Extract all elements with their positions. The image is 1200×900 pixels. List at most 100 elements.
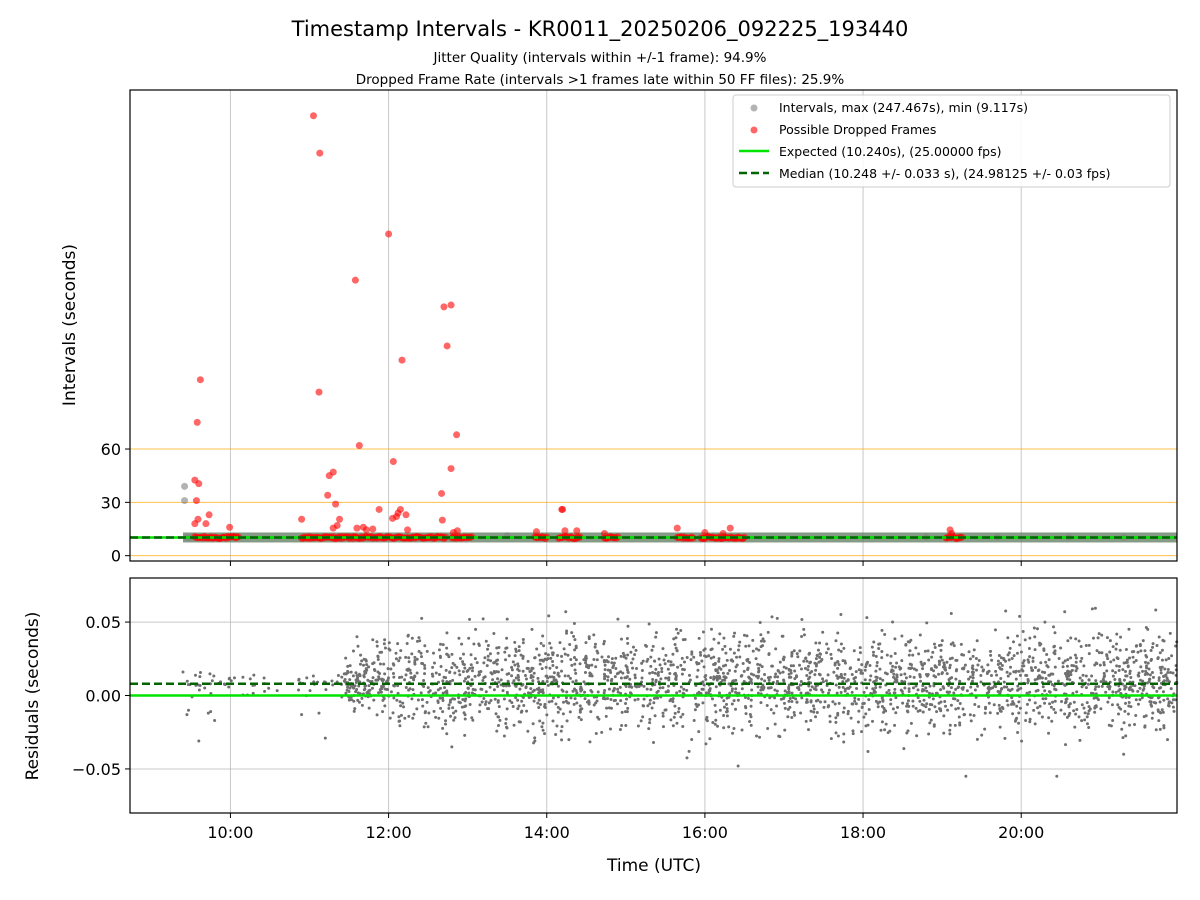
- residual-point: [906, 640, 910, 644]
- residual-point: [441, 691, 445, 695]
- residual-point: [884, 709, 888, 713]
- residual-point: [1000, 664, 1004, 668]
- residual-point: [441, 643, 445, 647]
- residual-point: [1045, 652, 1049, 656]
- residual-point: [516, 707, 520, 711]
- residual-point: [790, 715, 794, 719]
- residual-point: [904, 643, 908, 647]
- residual-point: [608, 727, 612, 731]
- residual-point: [690, 652, 694, 656]
- residual-point: [441, 710, 445, 714]
- residual-point: [548, 666, 552, 670]
- residual-point: [1063, 683, 1067, 687]
- top-ytick-label: 0: [111, 547, 121, 566]
- residual-point: [839, 649, 843, 653]
- residual-point: [1025, 702, 1029, 706]
- residual-point: [502, 697, 506, 701]
- residual-point: [770, 615, 774, 619]
- residual-point: [606, 675, 610, 679]
- dropped-frame-point: [355, 441, 363, 449]
- residual-point: [631, 657, 635, 661]
- residual-point: [1122, 678, 1126, 682]
- residual-point: [909, 721, 913, 725]
- residual-point: [650, 706, 654, 710]
- residual-point: [652, 741, 655, 744]
- residual-point: [1008, 646, 1012, 650]
- residual-point: [748, 661, 752, 665]
- residual-point: [681, 667, 685, 671]
- residual-point: [453, 716, 457, 720]
- residual-point: [360, 703, 364, 707]
- residual-point: [621, 651, 625, 655]
- residual-point: [895, 678, 899, 682]
- residual-point: [932, 674, 936, 678]
- residual-point: [423, 644, 427, 648]
- bottom-ytick-label: 0.00: [85, 687, 121, 706]
- residual-point: [683, 638, 687, 642]
- residual-point: [733, 669, 737, 673]
- residual-point: [569, 657, 573, 661]
- residual-point: [751, 649, 755, 653]
- residual-point: [661, 686, 665, 690]
- residual-point: [1111, 690, 1115, 694]
- residual-point: [1010, 696, 1014, 700]
- residual-point: [935, 710, 939, 714]
- residual-point: [436, 699, 440, 703]
- residual-point: [735, 655, 739, 659]
- residual-point: [462, 679, 466, 683]
- residual-point: [741, 661, 745, 665]
- residual-point: [566, 674, 570, 678]
- residual-point: [388, 716, 392, 720]
- residual-point: [874, 686, 878, 690]
- residual-point: [769, 708, 773, 712]
- residual-point: [1097, 651, 1101, 655]
- residual-point: [766, 630, 770, 634]
- residual-point: [1150, 704, 1154, 708]
- residual-point: [756, 674, 760, 678]
- residual-point: [1037, 674, 1041, 678]
- residual-point: [1052, 707, 1056, 711]
- residual-point: [834, 731, 838, 735]
- residual-point: [1077, 715, 1081, 719]
- residual-point: [790, 650, 794, 654]
- residual-point: [355, 673, 359, 677]
- residual-point: [1118, 688, 1122, 692]
- residual-point: [1019, 686, 1023, 690]
- residual-point: [715, 668, 719, 672]
- dropped-frame-point: [205, 511, 213, 519]
- dropped-frame-point: [404, 526, 412, 534]
- residual-point: [1093, 710, 1097, 714]
- residual-point: [1017, 721, 1021, 725]
- residual-point: [732, 726, 736, 730]
- residual-point: [810, 685, 814, 689]
- residual-point: [814, 715, 818, 719]
- residual-point: [714, 710, 718, 714]
- residual-point: [858, 651, 862, 655]
- residual-point: [758, 735, 762, 739]
- dropped-frame-point: [440, 303, 448, 311]
- residual-point: [497, 646, 501, 650]
- residual-point: [722, 726, 726, 730]
- residual-point: [813, 673, 817, 677]
- residual-point: [814, 668, 818, 672]
- residual-point: [389, 667, 393, 671]
- residual-point: [907, 689, 911, 693]
- residual-point: [578, 704, 582, 708]
- bottom-ylabel: Residuals (seconds): [23, 612, 43, 781]
- residual-point: [505, 636, 509, 640]
- residual-point: [989, 674, 993, 678]
- residual-point: [773, 688, 777, 692]
- residual-point: [766, 676, 770, 680]
- residual-point: [399, 704, 403, 708]
- residual-point: [1099, 680, 1103, 684]
- residual-point: [834, 683, 838, 687]
- residual-point: [492, 688, 496, 692]
- residual-point: [395, 698, 399, 702]
- residual-point: [601, 696, 605, 700]
- residual-point: [1100, 684, 1104, 688]
- residual-point: [1094, 679, 1098, 683]
- residual-point: [380, 684, 384, 688]
- residual-point: [353, 707, 357, 711]
- residual-point: [397, 715, 401, 719]
- residual-point: [876, 705, 880, 709]
